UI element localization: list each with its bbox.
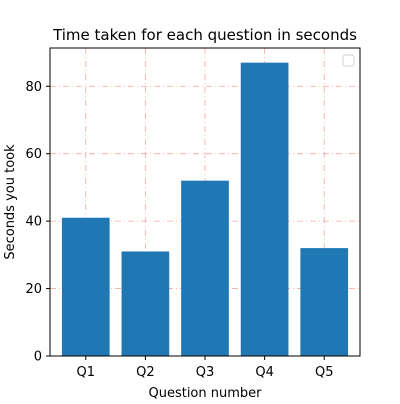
legend-box (342, 54, 355, 67)
x-tick-label: Q5 (315, 365, 334, 380)
y-axis-label: Seconds you took (3, 144, 18, 260)
x-axis-ticks: Q1 Q2 Q3 Q4 Q5 (77, 356, 334, 380)
x-axis-label: Question number (148, 386, 262, 400)
bar-q2 (121, 251, 170, 356)
x-tick-label: Q2 (136, 365, 155, 380)
bar-q3 (181, 180, 229, 356)
bar-q5 (300, 248, 349, 356)
y-tick-label: 40 (25, 215, 42, 230)
chart-title: Time taken for each question in seconds (52, 26, 357, 44)
bars (61, 62, 349, 357)
y-tick-label: 20 (25, 282, 42, 297)
bar-q1 (61, 217, 110, 356)
x-tick-label: Q3 (196, 365, 215, 380)
y-tick-label: 80 (25, 80, 42, 95)
y-axis-ticks: 0 20 40 60 80 (25, 80, 50, 365)
x-tick-label: Q1 (77, 365, 96, 380)
y-tick-label: 60 (25, 147, 42, 162)
bar-q4 (240, 62, 289, 357)
y-tick-label: 0 (34, 350, 42, 365)
x-tick-label: Q4 (255, 365, 274, 380)
